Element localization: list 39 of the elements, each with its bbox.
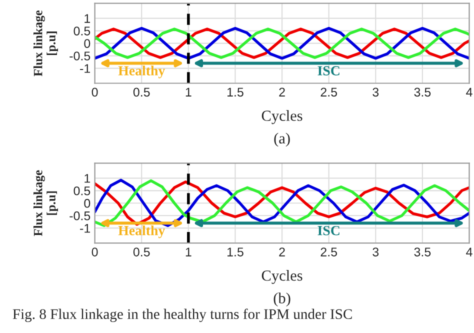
x-tick-label: 3 xyxy=(372,248,379,256)
x-tick-label: 1 xyxy=(186,88,192,96)
x-tick-label: 3 xyxy=(372,88,379,97)
x-tick-label: 0.5 xyxy=(133,88,150,97)
x-tick-label: 2.5 xyxy=(320,88,338,97)
caption: Fig. 8 Flux linkage in the healthy turns for IPM under ISC xyxy=(12,308,352,322)
y-axis-title: Flux linkage [p.u] xyxy=(33,10,58,76)
x-tick-label: 1 xyxy=(186,248,192,256)
x-axis-title: Cycles xyxy=(262,110,302,124)
y-tick-label: -0.5 xyxy=(70,52,90,60)
y-tick-label: -1 xyxy=(80,224,90,233)
y-tick-label: 1 xyxy=(84,174,90,183)
annotation: Healthy xyxy=(118,226,166,238)
annotation: Healthy xyxy=(118,66,166,78)
x-tick-label: 2 xyxy=(279,248,285,256)
y-tick-label: -1 xyxy=(80,64,90,73)
x-tick-label: 4 xyxy=(466,248,472,256)
x-tick-label: 0 xyxy=(92,88,98,97)
x-tick-label: 2.5 xyxy=(320,248,338,256)
y-tick-label: 0.5 xyxy=(74,26,90,36)
x-tick-label: 4 xyxy=(466,88,472,96)
x-tick-label: 1.5 xyxy=(227,248,244,256)
annotation: ISC xyxy=(318,226,340,236)
x-tick-label: 1.5 xyxy=(227,88,244,97)
x-tick-label: 0.5 xyxy=(133,248,150,256)
annotation: ISC xyxy=(318,66,340,76)
text: (b) xyxy=(274,292,290,306)
y-tick-label: 0.5 xyxy=(74,186,90,196)
text: (a) xyxy=(274,132,290,147)
x-axis-title: Cycles xyxy=(262,270,302,284)
x-tick-label: 3.5 xyxy=(414,88,431,97)
y-tick-label: 0 xyxy=(84,198,90,208)
y-axis-title: Flux linkage [p.u] xyxy=(33,170,58,236)
x-tick-label: 2 xyxy=(279,88,285,96)
x-tick-label: 3.5 xyxy=(414,248,431,256)
y-tick-label: 0 xyxy=(84,39,90,48)
x-tick-label: 0 xyxy=(92,248,98,256)
y-tick-label: 1 xyxy=(84,14,90,23)
y-tick-label: -0.5 xyxy=(70,211,90,220)
